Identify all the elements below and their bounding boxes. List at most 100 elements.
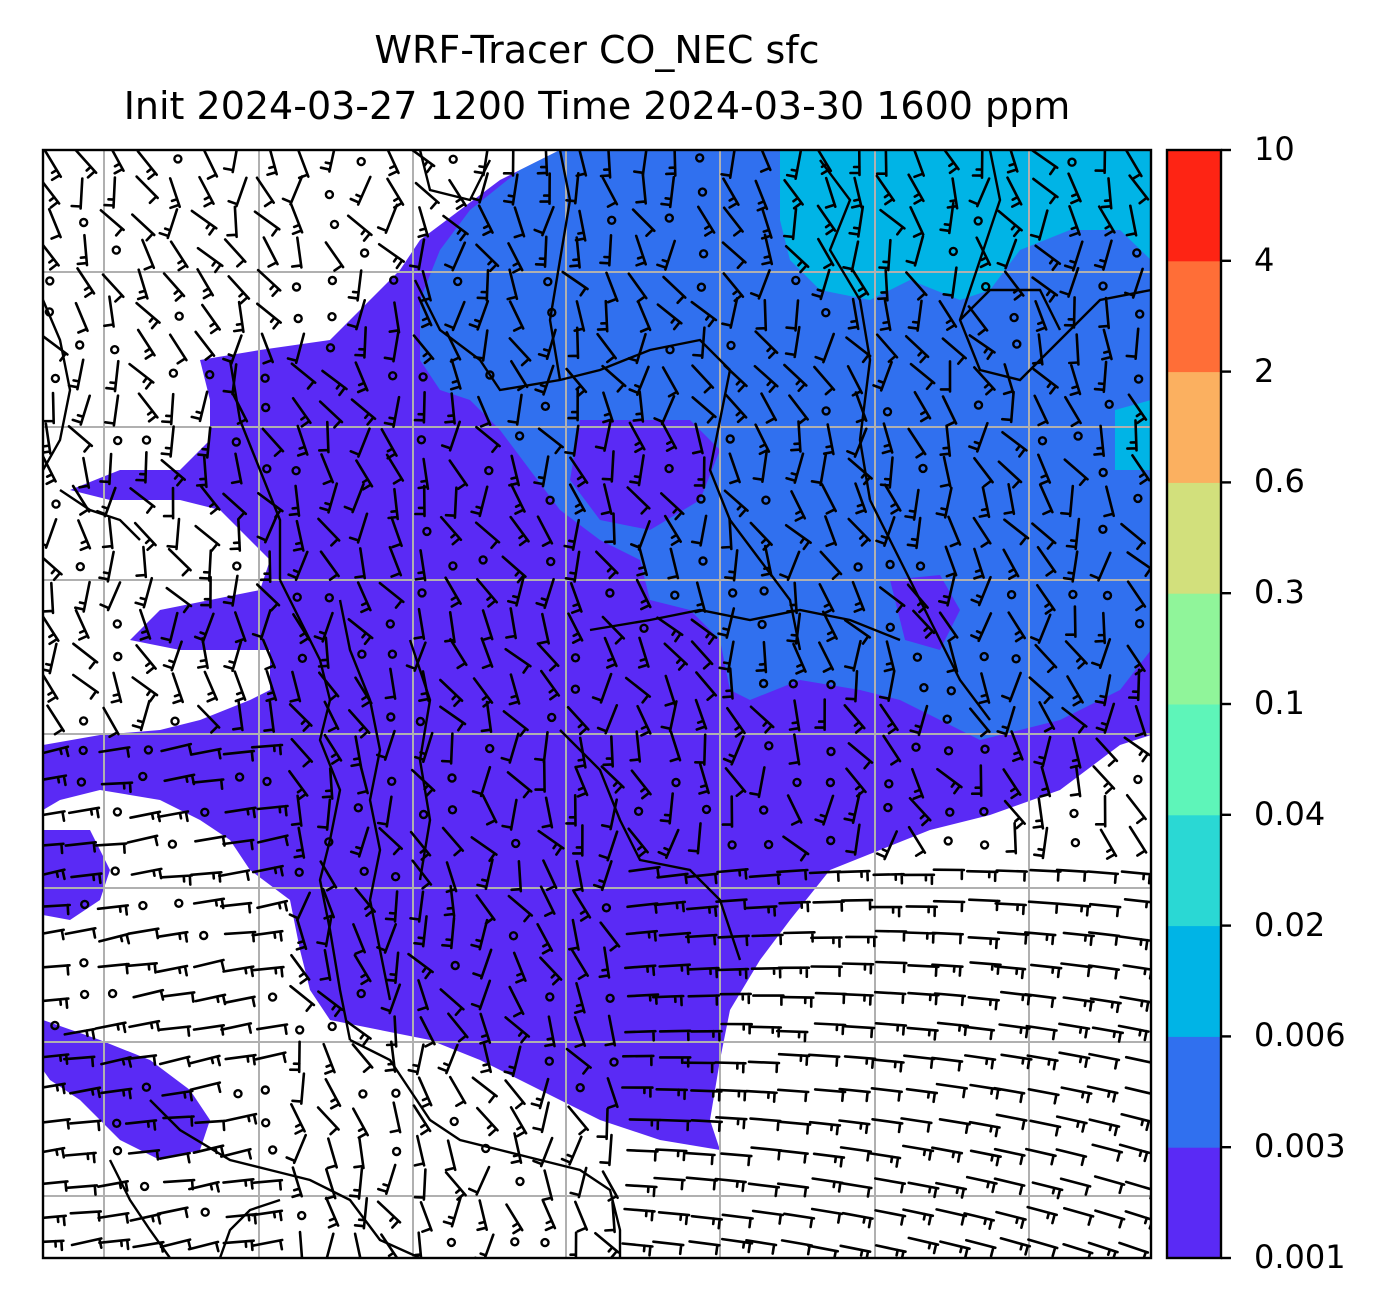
wind-barb bbox=[506, 771, 533, 799]
wind-barb bbox=[378, 581, 405, 609]
calm-marker bbox=[262, 776, 272, 787]
wind-barb bbox=[133, 521, 157, 551]
calm-marker bbox=[324, 189, 335, 200]
wind-barb bbox=[718, 640, 735, 673]
wind-barb bbox=[1026, 1205, 1058, 1225]
wind-barb bbox=[824, 515, 838, 548]
wind-barb bbox=[390, 516, 403, 549]
wind-barb bbox=[1026, 1054, 1059, 1071]
wind-barb bbox=[783, 179, 804, 210]
wind-barb bbox=[600, 483, 613, 516]
wind-barb bbox=[869, 1152, 902, 1168]
calm-marker bbox=[515, 1176, 525, 1187]
wind-barb bbox=[1063, 1206, 1095, 1226]
wind-barb bbox=[131, 699, 151, 732]
wind-barb bbox=[842, 1024, 876, 1039]
wind-barb bbox=[388, 301, 401, 334]
wind-barb bbox=[561, 270, 589, 297]
wind-barb bbox=[476, 1199, 488, 1232]
wind-barb bbox=[761, 233, 774, 266]
wind-barb bbox=[715, 1116, 748, 1130]
wind-barb bbox=[687, 966, 720, 979]
wind-barb bbox=[962, 1025, 996, 1041]
wind-barb bbox=[1087, 964, 1120, 980]
wind-barb bbox=[967, 996, 1000, 1011]
wind-barb bbox=[847, 297, 860, 331]
wind-barb bbox=[1091, 1026, 1124, 1043]
wind-barb bbox=[43, 335, 69, 362]
wind-barb bbox=[851, 580, 866, 613]
wind-barb bbox=[1120, 522, 1146, 551]
wind-barb bbox=[1093, 1175, 1126, 1195]
wind-barb bbox=[509, 1106, 528, 1138]
calm-marker bbox=[291, 466, 301, 476]
wind-barb bbox=[565, 1047, 592, 1075]
wind-barb bbox=[162, 486, 175, 520]
wind-barb bbox=[714, 1061, 747, 1074]
wind-barb bbox=[784, 325, 801, 359]
wind-barb bbox=[43, 642, 58, 675]
wind-barb bbox=[568, 483, 586, 515]
wind-barb bbox=[841, 962, 875, 975]
wind-barb bbox=[169, 240, 189, 272]
wind-barb bbox=[993, 1086, 1026, 1104]
wind-barb bbox=[1007, 611, 1026, 643]
wind-barb bbox=[850, 176, 863, 209]
wind-barb bbox=[413, 607, 426, 641]
wind-barb bbox=[321, 369, 348, 397]
wind-barb bbox=[222, 749, 256, 762]
wind-barb bbox=[190, 209, 218, 236]
wind-barb bbox=[881, 422, 894, 455]
wind-barb bbox=[449, 358, 462, 391]
calm-marker bbox=[267, 992, 278, 1002]
calm-marker bbox=[292, 592, 302, 602]
wind-barb bbox=[536, 923, 554, 955]
wind-barb bbox=[63, 1055, 96, 1068]
wind-barb bbox=[939, 360, 952, 393]
wind-barb bbox=[318, 400, 344, 429]
wind-barb bbox=[1093, 239, 1113, 271]
wind-barb bbox=[911, 767, 925, 800]
wind-barb bbox=[533, 455, 550, 488]
wind-barb bbox=[414, 181, 440, 210]
wind-barb bbox=[811, 1177, 844, 1193]
wind-barb bbox=[296, 424, 309, 457]
wind-barb bbox=[251, 1238, 284, 1251]
wind-barb bbox=[972, 516, 992, 548]
wind-barb bbox=[289, 203, 304, 236]
colorbar-segment-6 bbox=[1167, 482, 1221, 594]
wind-barb bbox=[938, 300, 958, 331]
wind-barb bbox=[131, 213, 156, 242]
wind-barb bbox=[932, 868, 966, 881]
colorbar-tick-label: 10 bbox=[1254, 130, 1295, 168]
wind-barb bbox=[850, 267, 870, 299]
wind-barb bbox=[160, 611, 179, 644]
calm-marker bbox=[981, 282, 991, 292]
wind-barb bbox=[808, 1120, 842, 1136]
wind-barb bbox=[532, 1136, 554, 1168]
wind-barb bbox=[68, 806, 101, 819]
wind-barb bbox=[319, 949, 332, 982]
calm-marker bbox=[1069, 808, 1079, 819]
wind-barb bbox=[97, 1212, 130, 1224]
wind-barb bbox=[505, 1203, 524, 1235]
wind-barb bbox=[871, 1118, 904, 1134]
wind-barb bbox=[902, 873, 936, 886]
wind-barb bbox=[626, 1148, 659, 1162]
wind-barb bbox=[158, 1025, 192, 1037]
wind-barb bbox=[698, 762, 710, 795]
wind-barb bbox=[930, 1056, 964, 1072]
wind-barb bbox=[572, 824, 584, 857]
wind-barb bbox=[252, 965, 285, 978]
wind-barb bbox=[321, 767, 334, 800]
wind-barb bbox=[905, 1087, 939, 1104]
calm-marker bbox=[508, 931, 519, 941]
wind-barb bbox=[501, 798, 518, 831]
calm-marker bbox=[327, 1021, 337, 1032]
wind-barb bbox=[750, 966, 784, 979]
wind-barb bbox=[997, 209, 1023, 238]
calm-marker bbox=[200, 807, 210, 817]
wind-barb bbox=[1131, 454, 1151, 485]
wind-barb bbox=[656, 616, 684, 643]
calm-marker bbox=[484, 465, 494, 476]
